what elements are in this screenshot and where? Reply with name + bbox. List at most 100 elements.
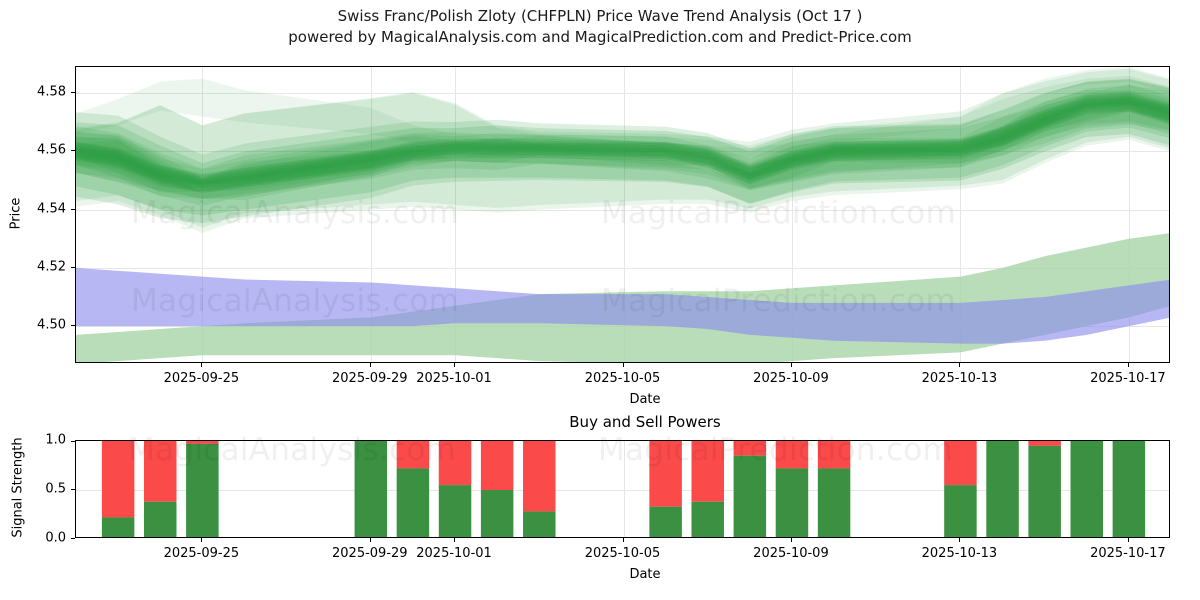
bar-group[interactable] <box>354 441 388 538</box>
wave-core-0 <box>76 101 1169 194</box>
wave-strand-6 <box>76 96 1169 192</box>
bar-group[interactable] <box>523 441 556 538</box>
wave-slab-a <box>76 68 1169 228</box>
bar-group[interactable] <box>775 441 809 538</box>
buy-power-bar[interactable] <box>817 468 851 538</box>
gridline-horizontal <box>76 93 1169 95</box>
sell-power-bar[interactable] <box>438 441 472 486</box>
buy-power-bar[interactable] <box>101 517 135 538</box>
wave-envelope-outer <box>76 75 1169 233</box>
y-tick-mark <box>71 537 75 539</box>
buy-power-bar[interactable] <box>396 468 430 538</box>
wave-core-1 <box>76 99 1169 192</box>
x-tick-label: 2025-10-13 <box>921 371 998 386</box>
sell-power-bar[interactable] <box>733 441 767 456</box>
support-band-blue <box>76 267 1169 344</box>
buy-power-bar[interactable] <box>143 501 177 538</box>
buy-power-bar[interactable] <box>691 501 724 538</box>
buy-power-bar[interactable] <box>1112 441 1146 538</box>
x-tick-mark <box>622 538 624 542</box>
wave-core-2 <box>76 97 1169 190</box>
x-tick-mark <box>959 363 961 367</box>
wave-strand-5 <box>76 95 1169 192</box>
buy-power-bar[interactable] <box>438 485 472 538</box>
buy-power-bar[interactable] <box>986 441 1019 538</box>
y-tick-mark <box>71 92 75 94</box>
x-tick-label: 2025-10-17 <box>1090 371 1166 386</box>
bar-group[interactable] <box>143 441 177 538</box>
x-tick-label: 2025-10-01 <box>416 371 492 386</box>
bar-group[interactable] <box>396 441 430 538</box>
sell-power-bar[interactable] <box>396 441 430 469</box>
buy-power-bar[interactable] <box>1028 445 1061 538</box>
x-tick-mark <box>201 538 203 542</box>
sell-power-bar[interactable] <box>186 441 219 444</box>
gridline-vertical <box>370 67 372 362</box>
x-tick-mark <box>454 363 456 367</box>
bar-group[interactable] <box>186 441 219 538</box>
x-tick-label: 2025-10-05 <box>584 546 661 561</box>
buy-power-bar[interactable] <box>775 468 809 538</box>
bar-group[interactable] <box>817 441 851 538</box>
buy-power-bar[interactable] <box>354 441 388 538</box>
x-tick-label: 2025-10-05 <box>584 371 661 386</box>
y-tick-mark <box>71 150 75 152</box>
wave-strand-8 <box>76 90 1169 185</box>
y-tick-label: 0.0 <box>45 530 66 546</box>
bar-group[interactable] <box>480 441 514 538</box>
bar-group[interactable] <box>649 441 682 538</box>
gridline-vertical <box>455 67 456 362</box>
bar-group[interactable] <box>1028 441 1061 538</box>
price-plot-area: MagicalAnalysis.com MagicalPrediction.co… <box>75 66 1170 363</box>
powers-chart-title: Buy and Sell Powers <box>569 413 721 431</box>
sell-power-bar[interactable] <box>944 441 977 486</box>
buy-power-bar[interactable] <box>944 485 977 538</box>
x-tick-label: 2025-10-01 <box>416 546 492 561</box>
sell-power-bar[interactable] <box>101 441 135 518</box>
sell-power-bar[interactable] <box>817 441 851 469</box>
sell-power-bar[interactable] <box>523 441 556 512</box>
price-x-axis-label: Date <box>629 392 661 407</box>
bar-group[interactable] <box>691 441 724 538</box>
sell-power-bar[interactable] <box>143 441 177 502</box>
bar-group[interactable] <box>1070 441 1104 538</box>
gridline-vertical <box>1128 67 1130 362</box>
buy-power-bar[interactable] <box>733 455 767 538</box>
sell-power-bar[interactable] <box>649 441 682 507</box>
y-tick-mark <box>71 208 75 210</box>
x-tick-label: 2025-10-17 <box>1090 546 1166 561</box>
buy-power-bar[interactable] <box>186 443 219 538</box>
gridline-vertical <box>792 67 793 362</box>
wave-strand-2 <box>76 108 1169 199</box>
buy-power-bar[interactable] <box>480 490 514 538</box>
y-tick-label: 4.52 <box>37 259 66 275</box>
sell-power-bar[interactable] <box>691 441 724 502</box>
bar-group[interactable] <box>733 441 767 538</box>
gridline-vertical <box>960 67 962 362</box>
gridline-horizontal <box>76 267 1169 269</box>
buy-power-bar[interactable] <box>523 511 556 538</box>
sell-power-bar[interactable] <box>1028 441 1061 446</box>
page-title: Swiss Franc/Polish Zloty (CHFPLN) Price … <box>337 7 863 25</box>
x-tick-mark <box>1127 363 1129 367</box>
bar-group[interactable] <box>944 441 977 538</box>
bar-group[interactable] <box>438 441 472 538</box>
powers-y-axis-label: Signal Strength <box>10 437 26 538</box>
buy-power-bar[interactable] <box>649 506 682 538</box>
bar-group[interactable] <box>101 441 135 538</box>
buy-power-bar[interactable] <box>1070 441 1104 538</box>
gridline-vertical <box>202 67 204 362</box>
gridline-vertical <box>623 441 625 537</box>
sell-power-bar[interactable] <box>775 441 809 469</box>
bar-group[interactable] <box>1112 441 1146 538</box>
powers-bars <box>101 441 1146 538</box>
bar-group[interactable] <box>986 441 1019 538</box>
wave-strand-0 <box>76 106 1169 207</box>
gridline-vertical <box>623 67 625 362</box>
sell-power-bar[interactable] <box>480 441 514 490</box>
wave-strand-7 <box>76 90 1169 185</box>
gridline-horizontal <box>76 490 1169 491</box>
x-tick-label: 2025-09-29 <box>332 546 408 561</box>
gridline-horizontal <box>76 151 1169 153</box>
